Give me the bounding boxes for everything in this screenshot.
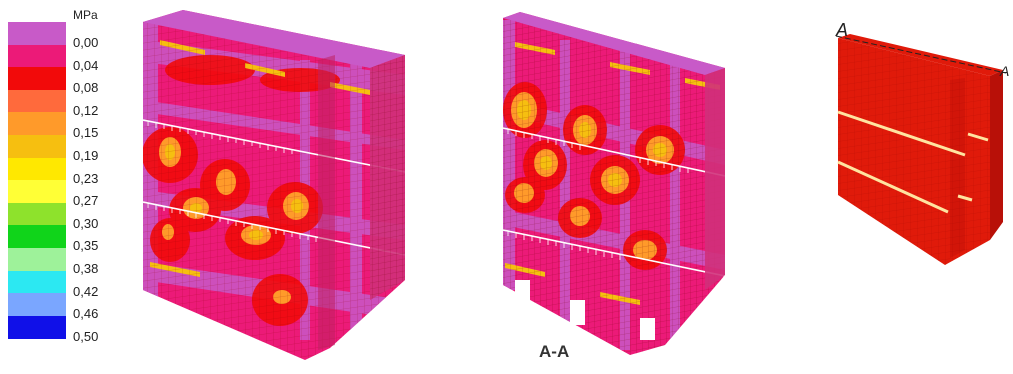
- legend-swatch: [8, 225, 66, 249]
- legend-value-label: 0,27: [73, 193, 99, 209]
- legend-swatch: [8, 180, 66, 204]
- legend-value-label: 0,42: [73, 283, 99, 299]
- legend-value-label: 0,30: [73, 215, 99, 231]
- legend-value-label: 0,00: [73, 35, 99, 50]
- legend-value-label: 0,04: [73, 57, 99, 73]
- legend-swatch: [8, 293, 66, 317]
- legend-swatch: [8, 112, 66, 136]
- legend-value-label: 0,50: [73, 328, 99, 344]
- legend-swatch: [8, 89, 66, 113]
- cut-marker-right: A: [999, 63, 1009, 79]
- legend-value-label: 0,35: [73, 238, 99, 254]
- wall-model-overview: A A: [835, 20, 1009, 265]
- legend-value-label: 0,19: [73, 148, 99, 163]
- legend-value-label: 0,12: [73, 102, 99, 118]
- legend-swatch: [8, 157, 66, 181]
- legend-value-label: 0,23: [73, 170, 99, 186]
- legend-swatch: [8, 248, 66, 272]
- wall-model-full: [143, 10, 405, 360]
- legend-swatch: [8, 202, 66, 226]
- legend-swatch: [8, 270, 66, 294]
- legend-swatch: [8, 315, 66, 339]
- legend-swatch: [8, 135, 66, 159]
- legend-value-label: 0,08: [73, 80, 99, 96]
- legend-unit-label: MPa: [73, 8, 98, 22]
- legend-value-label: 0,38: [73, 261, 99, 276]
- cut-marker-left: A: [835, 20, 848, 40]
- legend-swatch: [8, 22, 66, 46]
- legend-swatch: [8, 67, 66, 91]
- wall-model-section: [503, 12, 725, 355]
- legend-value-label: 0,15: [73, 125, 99, 141]
- legend-swatch: [8, 44, 66, 68]
- stress-legend: MPa 0,00 0,04 0,08 0,12 0,15 0,19 0,23 0,27 0,30…: [0, 0, 140, 374]
- section-label: A-A: [539, 342, 570, 361]
- legend-value-label: 0,46: [73, 306, 99, 322]
